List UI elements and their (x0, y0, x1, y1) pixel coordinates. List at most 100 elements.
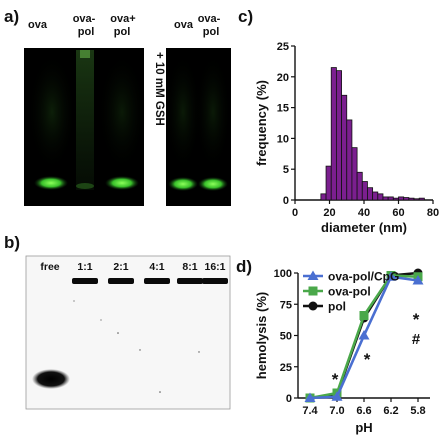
x-tick-label: 60 (392, 207, 404, 219)
blot-lane-label: 16:1 (204, 261, 225, 273)
blot-lane-label: 8:1 (182, 261, 197, 273)
data-point (308, 286, 318, 296)
gel-glow (28, 52, 76, 172)
data-point (359, 311, 369, 320)
lane-label-ova: ova (28, 19, 48, 31)
histogram-bar (387, 196, 394, 201)
gel-band (105, 176, 139, 190)
y-tick-label: 5 (283, 164, 289, 176)
treatment-label: + 10 mM GSH (153, 52, 165, 126)
histogram-bar (341, 94, 348, 201)
lane-label-ova-pol: ova-pol (73, 13, 96, 38)
y-tick-label: 50 (280, 331, 292, 343)
blot-lane-label: 2:1 (113, 261, 128, 273)
histogram-bar (392, 197, 399, 201)
y-tick-label: 25 (277, 41, 289, 53)
x-tick-label: 7.4 (302, 405, 318, 417)
gel-glow (165, 52, 201, 172)
blot-lane-label: 4:1 (149, 261, 164, 273)
blot-lane-label: 1:1 (77, 261, 92, 273)
histogram-bar (403, 197, 410, 201)
x-tick-label: 7.0 (329, 405, 344, 417)
legend-label: ova-pol/CpG (328, 270, 399, 284)
significance-mark: * (332, 370, 339, 389)
panel-c-label: c) (238, 7, 253, 26)
hemolysis-chart: 0 25 50 75 100 7.4 7.0 6.6 6.2 5.8 ova-pol/CpGova-… (254, 268, 430, 435)
lane-label-ova-plus-pol: ova+ pol (110, 13, 135, 38)
blot-well-band (177, 278, 203, 284)
panel-a: a) ova ova-pol ova+ pol + 10 mM GSH ova o… (4, 7, 231, 206)
y-tick-label: 15 (277, 103, 289, 115)
x-tick-label: 0 (292, 207, 298, 219)
histogram-bar (325, 165, 332, 201)
gel-glow (98, 52, 146, 172)
histogram-bar (377, 193, 384, 201)
lane-label-ova-right: ova (174, 19, 194, 31)
blot-well-band (72, 278, 98, 284)
histogram-bar (413, 198, 420, 201)
histogram-bar (320, 193, 327, 201)
blot-specks (73, 300, 200, 393)
x-tick-label: 6.6 (356, 405, 371, 417)
blot-lanes: free 1:1 2:1 4:1 8:1 16:1 (40, 261, 228, 284)
histogram-bar (356, 171, 363, 201)
panel-b: b) free 1:1 2:1 4:1 8:1 16:1 (4, 233, 231, 410)
significance-mark: # (412, 331, 421, 348)
y-tick-label: 100 (274, 268, 292, 280)
data-point (412, 275, 424, 285)
data-point (331, 391, 343, 401)
y-tick-label: 0 (286, 393, 292, 405)
gel-glow (195, 52, 231, 172)
histogram-bar (335, 70, 342, 201)
legend-label: ova-pol (328, 285, 371, 299)
y-tick-label: 25 (280, 362, 292, 374)
y-tick-label: 75 (280, 299, 292, 311)
y-tick-label: 0 (283, 195, 289, 207)
y-axis-label: frequency (%) (254, 80, 269, 166)
histogram-bar (346, 119, 353, 201)
histogram-bar (361, 181, 368, 201)
panel-a-label: a) (4, 7, 19, 26)
gel-band (198, 177, 228, 191)
panel-c: c) 0 5 10 15 20 25 0 20 40 60 80 diameter (nm) frequ… (238, 7, 439, 235)
significance-mark: * (413, 310, 420, 329)
lane-label-ova-pol-right: ova-pol (198, 13, 221, 38)
histogram-bar (330, 67, 337, 201)
histogram-bar (398, 196, 405, 201)
x-tick-label: 80 (427, 207, 439, 219)
blot-well-band (202, 278, 228, 284)
histogram-bar (382, 196, 389, 201)
x-tick-label: 20 (323, 207, 335, 219)
gel-band (34, 176, 68, 190)
data-point (385, 271, 397, 281)
gel-band-faint (76, 183, 94, 189)
data-point (307, 270, 319, 280)
gel-smear (76, 50, 94, 190)
gel-band (168, 177, 198, 191)
blot-lane-label: free (40, 261, 59, 273)
panel-b-label: b) (4, 233, 20, 252)
x-tick-label: 6.2 (383, 405, 398, 417)
data-point (308, 301, 318, 311)
histogram-bar (367, 187, 374, 201)
histogram-bar (418, 197, 425, 201)
y-tick-label: 20 (277, 72, 289, 84)
blot-free-band (32, 369, 70, 389)
histogram-bar (351, 147, 358, 201)
gel-well-band (80, 50, 90, 58)
x-axis-label: pH (355, 420, 372, 435)
y-tick-label: 10 (277, 133, 289, 145)
histogram-chart: 0 5 10 15 20 25 0 20 40 60 80 diameter (nm) frequenc… (254, 41, 439, 235)
panel-d-label: d) (236, 257, 252, 276)
significance-mark: * (364, 350, 371, 369)
y-axis-label: hemolysis (%) (254, 292, 269, 379)
x-tick-label: 40 (358, 207, 370, 219)
data-point (358, 330, 370, 340)
blot-well-band (144, 278, 170, 284)
panel-d: d) 0 25 50 75 100 7.4 7.0 6.6 6.2 5.8 ova-pol/CpGo… (236, 257, 430, 435)
x-tick-label: 5.8 (410, 405, 425, 417)
data-point (304, 392, 316, 402)
histogram-bar (372, 191, 379, 201)
histogram-bar (408, 197, 415, 201)
